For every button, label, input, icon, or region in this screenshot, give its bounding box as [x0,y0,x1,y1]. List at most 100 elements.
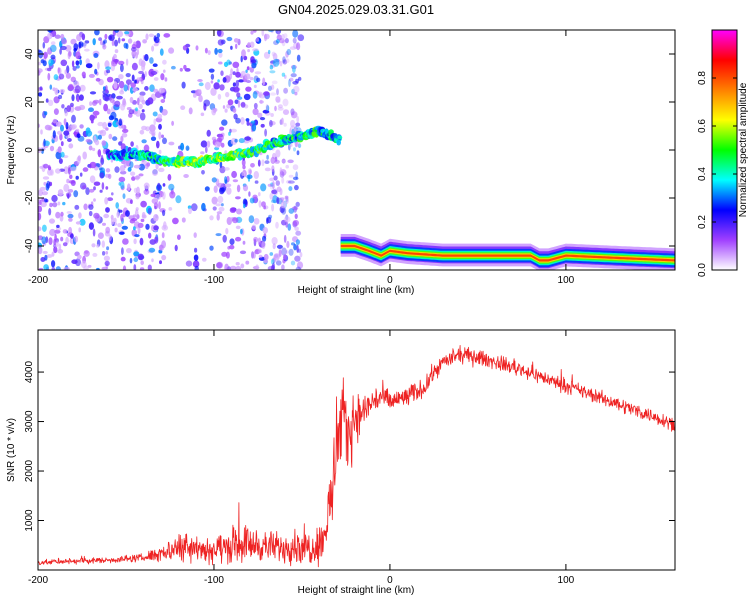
noise-speckle [119,231,125,235]
noise-speckle [145,126,150,132]
noise-speckle [218,134,224,141]
snr-ytick-label: 2000 [24,459,35,482]
noise-speckle [296,244,299,253]
noise-speckle [135,107,138,112]
noise-speckle [270,84,275,90]
noise-speckle [97,121,104,127]
noise-speckle [78,212,82,219]
noise-speckle [251,224,257,230]
noise-speckle [206,129,211,137]
noise-speckle [244,136,252,141]
noise-speckle [120,87,124,93]
signal-track-lower [340,234,675,270]
noise-speckle [101,140,107,147]
noise-speckle [68,83,74,90]
spectrogram-ytick-label: -40 [24,238,35,253]
noise-speckle [103,103,108,112]
noise-speckle [60,236,64,242]
noise-speckle [261,241,266,249]
noise-speckle [53,246,58,254]
noise-speckle [62,229,68,234]
noise-speckle [141,139,147,144]
noise-speckle [200,151,205,155]
noise-speckle [215,203,222,207]
noise-speckle [183,64,187,70]
noise-speckle [251,123,257,132]
noise-speckle [38,123,41,128]
noise-speckle [70,38,77,45]
noise-speckle [281,159,286,163]
noise-speckle [88,73,95,78]
noise-speckle [94,68,98,75]
noise-speckle [221,251,228,257]
noise-speckle [259,117,266,121]
noise-speckle [93,181,101,186]
noise-speckle [218,51,223,58]
noise-speckle [38,267,44,270]
noise-speckle [118,80,125,89]
noise-speckle [161,109,168,116]
noise-speckle [120,213,124,222]
noise-speckle [270,156,276,164]
noise-speckle [279,197,285,201]
noise-speckle [46,254,53,258]
noise-speckle [40,129,43,135]
noise-speckle [70,180,76,186]
noise-speckle [169,191,176,199]
noise-speckle [75,221,81,225]
noise-speckle [294,213,298,219]
noise-speckle [239,250,247,255]
noise-speckle [55,121,62,127]
noise-speckle [261,30,265,37]
noise-speckle [224,183,232,188]
noise-speckle [283,234,287,243]
noise-speckle [39,199,42,206]
noise-speckle [107,122,112,127]
noise-speckle [60,45,67,51]
noise-speckle [140,200,147,208]
noise-speckle [82,185,87,190]
noise-speckle [89,163,92,169]
noise-speckle [281,247,287,256]
noise-speckle [134,209,139,218]
noise-speckle [171,120,175,126]
noise-speckle [47,99,54,107]
noise-speckle [89,91,97,95]
noise-speckle [205,146,208,154]
noise-speckle [40,257,46,262]
noise-speckle [41,191,49,196]
noise-speckle [217,48,223,54]
snr-xtick-label: -200 [28,575,48,586]
noise-speckle [104,96,110,102]
noise-speckle [240,117,245,125]
noise-speckle [292,164,299,171]
noise-speckle [58,94,63,100]
noise-speckle [83,203,88,211]
noise-speckle [84,40,90,44]
noise-speckle [271,199,276,203]
noise-speckle [281,177,285,184]
noise-speckle [175,195,182,204]
noise-speckle [43,138,46,147]
noise-speckle [212,206,217,211]
noise-speckle [225,227,229,235]
noise-speckle [296,115,300,123]
noise-speckle [232,86,240,93]
noise-speckle [285,196,289,204]
noise-speckle [255,264,259,270]
noise-speckle [240,55,243,63]
noise-speckle [53,238,57,245]
noise-speckle [131,50,137,57]
noise-speckle [149,57,154,64]
noise-speckle [67,138,72,142]
noise-speckle [288,208,295,214]
noise-speckle [272,181,275,189]
noise-speckle [292,65,296,73]
noise-speckle [144,54,149,62]
noise-speckle [288,186,293,192]
noise-speckle [275,96,281,103]
noise-speckle [192,260,200,268]
noise-speckle [230,128,237,133]
noise-speckle [47,30,54,33]
